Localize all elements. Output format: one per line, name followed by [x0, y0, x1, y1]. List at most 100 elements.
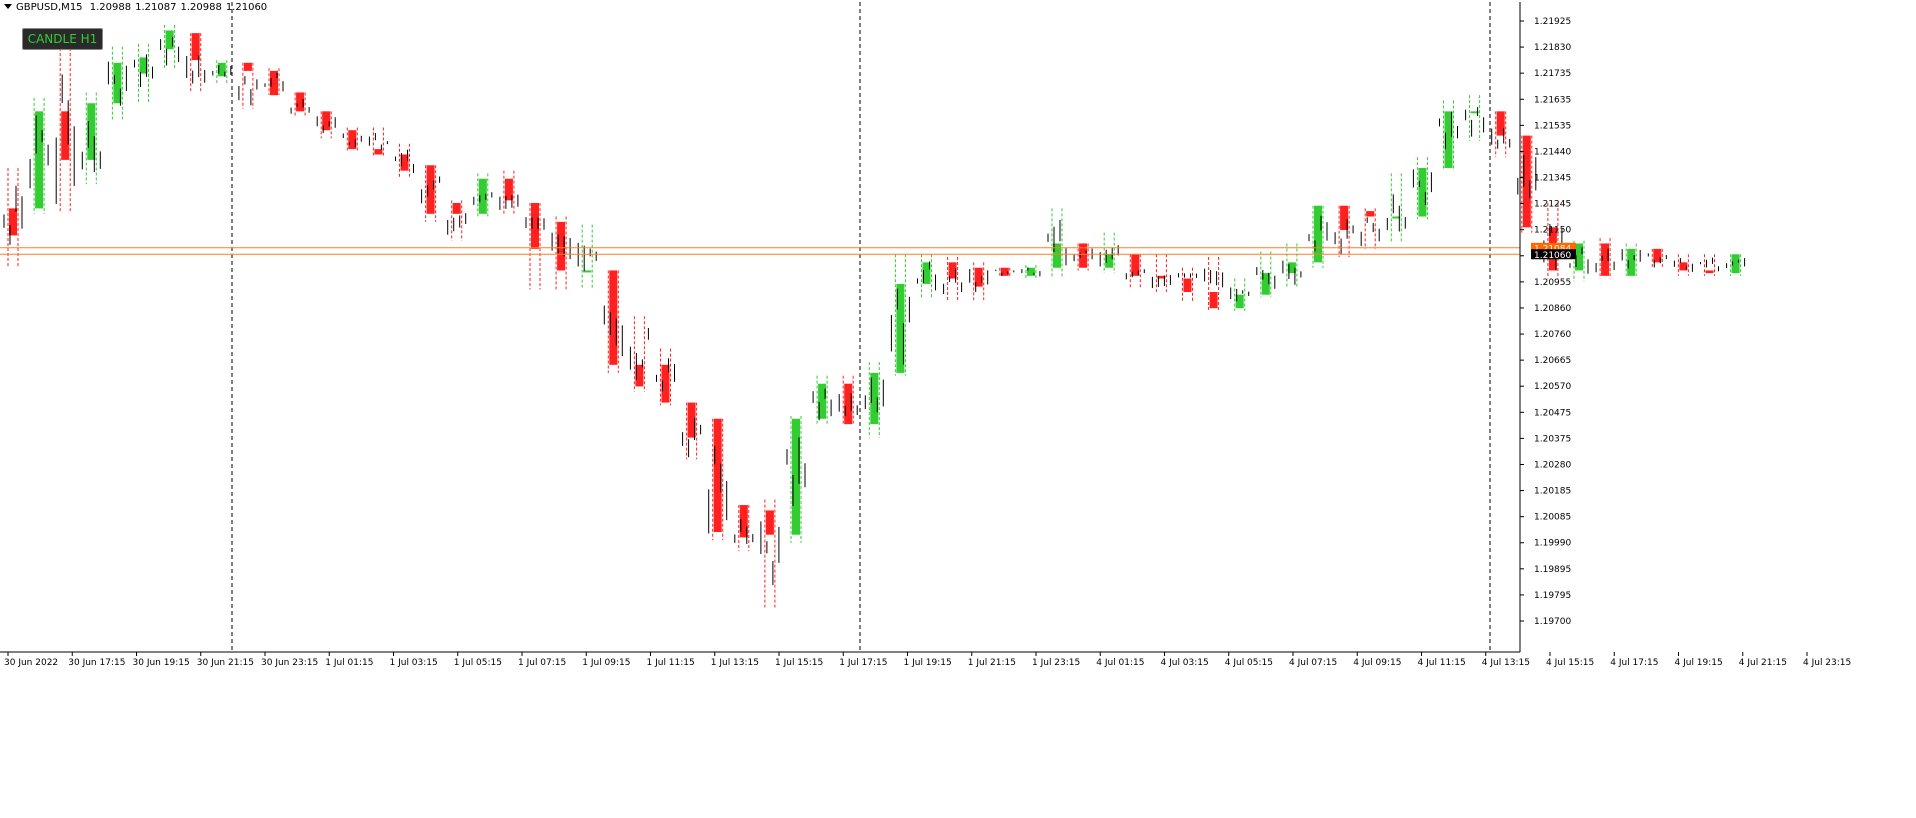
h1-candle-body: [1235, 294, 1244, 309]
h1-candle-body: [792, 418, 800, 535]
h1-candle-body: [1627, 248, 1636, 276]
h1-candle-body: [1731, 254, 1740, 274]
period-separators: [231, 2, 1491, 652]
h1-candle-body: [1679, 262, 1688, 271]
h1-candle: [1125, 254, 1145, 290]
h1-candle-body: [191, 33, 200, 61]
x-tick-label: 30 Jun 19:15: [133, 658, 190, 668]
x-tick-label: 4 Jul 13:15: [1482, 658, 1530, 668]
h1-candle: [1178, 267, 1197, 303]
chart-menu-triangle-icon[interactable]: [4, 4, 12, 9]
y-tick-label: 1.20375: [1534, 434, 1571, 444]
h1-candle-body: [1444, 111, 1453, 168]
h1-candle-body: [87, 103, 96, 160]
y-tick-label: 1.20280: [1534, 460, 1571, 470]
h1-candle-body: [583, 270, 592, 273]
h1-candle-body: [165, 30, 174, 50]
h1-candle: [447, 200, 467, 241]
x-tick-label: 4 Jul 07:15: [1289, 658, 1337, 668]
y-tick-label: 1.21925: [1534, 17, 1571, 27]
x-tick-label: 1 Jul 03:15: [390, 658, 438, 668]
y-tick-label: 1.21150: [1534, 226, 1571, 236]
h1-candle-body: [1653, 248, 1662, 263]
h1-candle-body: [1366, 211, 1375, 217]
h1-candle-body: [948, 262, 957, 279]
h1-candle: [29, 97, 49, 214]
h1-candle: [656, 348, 675, 406]
last-price-tag-box: [1531, 249, 1576, 260]
ohlc-low: 1.20988: [180, 2, 222, 13]
h1-candle-body: [896, 283, 905, 373]
h1-candle: [682, 402, 702, 460]
x-tick-label: 1 Jul 15:15: [775, 658, 823, 668]
y-tick-label: 1.21535: [1534, 121, 1571, 131]
y-tick-label: 1.21635: [1534, 95, 1571, 105]
h1-candle: [499, 170, 519, 214]
h1-candle: [1308, 205, 1328, 268]
h1-candle-body: [217, 62, 226, 77]
x-tick-label: 4 Jul 15:15: [1546, 658, 1594, 668]
h1-candle-body: [400, 154, 409, 171]
h1-candle-body: [1157, 275, 1166, 279]
h1-candle: [1647, 248, 1667, 268]
h1-candle-body: [635, 364, 644, 387]
h1-candle: [81, 92, 101, 185]
h1-candle-body: [270, 70, 278, 96]
h1-candle-body: [1418, 167, 1427, 217]
h1-candle: [1543, 203, 1563, 279]
h1-candle-body: [844, 383, 853, 425]
x-tick-label: 1 Jul 11:15: [647, 658, 695, 668]
last-price-tag-label: 1.21060: [1534, 251, 1571, 261]
candle-h1-badge[interactable]: CANDLE H1: [22, 28, 103, 50]
x-tick-label: 1 Jul 17:15: [839, 658, 887, 668]
last-price-tag: 1.21060: [1531, 249, 1576, 261]
h1-candle: [264, 68, 284, 96]
h1-candle: [212, 60, 232, 85]
h1-candle-body: [243, 62, 252, 71]
h1-candle: [55, 33, 75, 212]
h1-candle-body: [1340, 205, 1349, 230]
h1-candle-body: [922, 262, 931, 284]
x-tick-label: 30 Jun 21:15: [197, 658, 254, 668]
x-tick-label: 1 Jul 23:15: [1032, 658, 1080, 668]
x-tick-label: 4 Jul 05:15: [1225, 658, 1273, 668]
h1-candle: [969, 262, 989, 301]
y-tick-label: 1.19895: [1534, 565, 1571, 575]
h1-candle-body: [452, 203, 461, 214]
h1-candle-body: [35, 111, 44, 209]
h1-candle-body: [61, 111, 70, 160]
h1-candle: [1491, 111, 1511, 158]
x-tick-label: 1 Jul 07:15: [518, 658, 566, 668]
x-tick-label: 1 Jul 13:15: [711, 658, 759, 668]
h1-candle-body: [557, 221, 566, 271]
h1-candle-body: [1261, 273, 1270, 295]
h1-candle: [107, 46, 127, 120]
y-tick-label: 1.20760: [1534, 330, 1571, 340]
h1-candle: [1151, 254, 1171, 293]
ohlc-high: 1.21087: [135, 2, 177, 13]
y-tick-label: 1.21735: [1534, 69, 1571, 79]
h1-candle-body: [1209, 292, 1218, 309]
h1-candle: [316, 111, 336, 139]
y-tick-label: 1.19700: [1534, 617, 1571, 627]
h1-candle-body: [1131, 254, 1140, 276]
h1-candle: [1334, 205, 1354, 257]
h1-candle: [1021, 265, 1041, 279]
h1-candle: [290, 92, 310, 117]
h1-candle: [1621, 243, 1641, 276]
h1-candle: [1099, 232, 1119, 274]
h1-candle: [160, 25, 180, 69]
h1-candle: [917, 254, 936, 298]
x-tick-label: 1 Jul 21:15: [968, 658, 1016, 668]
h1-candle: [1204, 256, 1224, 311]
x-tick-label: 30 Jun 2022: [4, 658, 58, 668]
h1-candle: [342, 127, 362, 152]
y-tick-label: 1.20955: [1534, 278, 1571, 288]
h1-candle-body: [504, 178, 513, 201]
h1-candle: [421, 165, 441, 222]
x-tick-label: 1 Jul 01:15: [325, 658, 373, 668]
x-tick-label: 4 Jul 19:15: [1675, 658, 1723, 668]
x-tick-label: 4 Jul 21:15: [1739, 658, 1787, 668]
h1-candle: [1726, 254, 1746, 276]
